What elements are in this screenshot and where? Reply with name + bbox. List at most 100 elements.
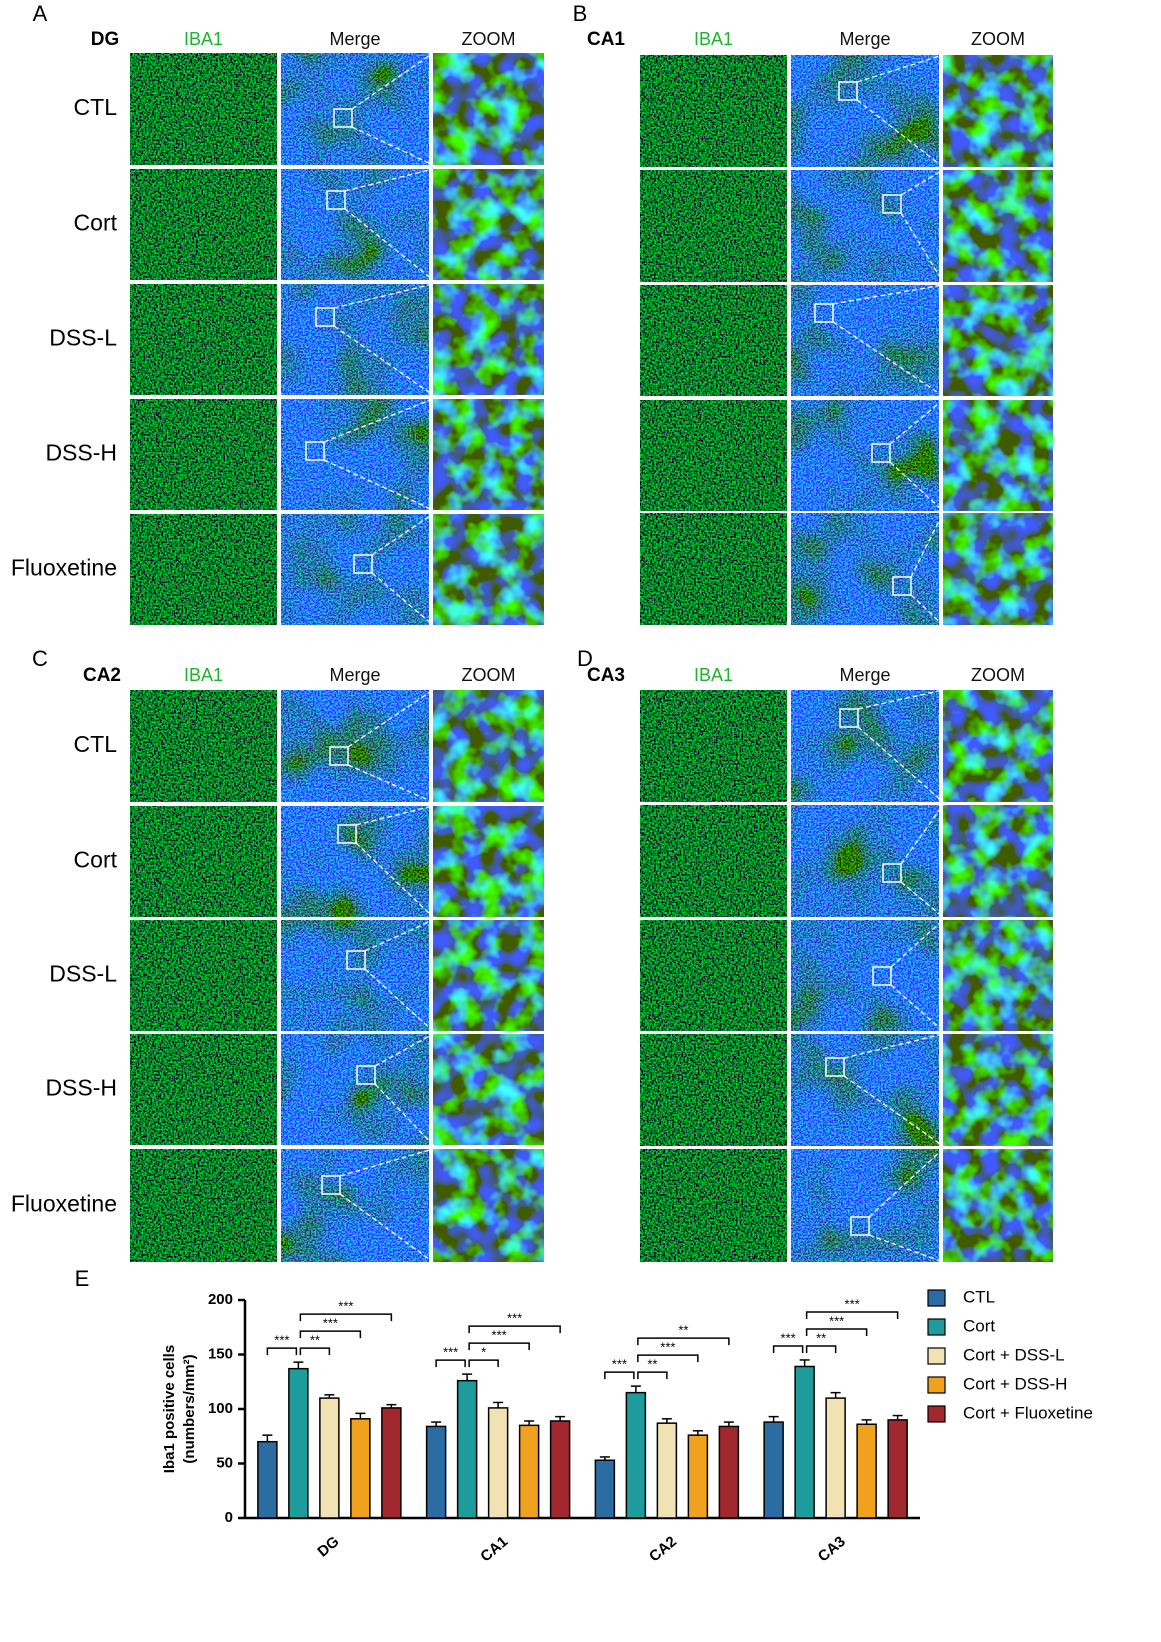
zoom-line: [374, 1033, 434, 1067]
row-label: Cort: [74, 210, 118, 236]
column-header: Merge: [329, 29, 380, 49]
bar: [763, 1421, 784, 1519]
x-tick-label: CA1: [477, 1533, 511, 1565]
zoom-line: [832, 284, 944, 305]
significance-label: ***: [612, 1357, 627, 1372]
bar: [319, 1397, 340, 1519]
zoom-line: [355, 842, 434, 918]
micrograph: [130, 1149, 277, 1262]
micrograph: [640, 920, 787, 1031]
row-label: DSS-H: [45, 1075, 117, 1101]
legend-label: CTL: [963, 1287, 995, 1306]
column-header: Merge: [329, 665, 380, 685]
region-label: CA3: [587, 665, 625, 686]
zoom-box: [356, 1065, 376, 1085]
legend-swatch: [927, 1347, 946, 1365]
zoom-box: [337, 824, 357, 844]
column-header: IBA1: [184, 29, 223, 49]
significance-label: **: [678, 1323, 688, 1338]
bar: [656, 1422, 678, 1519]
micrograph: [791, 55, 939, 167]
zoom-line: [323, 459, 434, 511]
panel-letter: C: [32, 646, 48, 671]
bar: [856, 1423, 877, 1519]
significance-label: ***: [660, 1340, 675, 1355]
zoom-line: [333, 325, 434, 396]
micrograph: [281, 806, 429, 917]
micrograph: [791, 170, 939, 282]
y-axis-label-line: Iba1 positive cells: [161, 1345, 178, 1473]
significance-bracket: [772, 1345, 804, 1353]
micrograph: [130, 169, 277, 280]
zoom-line: [889, 399, 944, 445]
panel-letter: D: [577, 646, 593, 671]
micrograph: [433, 514, 544, 625]
row-label: CTL: [74, 94, 118, 120]
zoom-box: [353, 554, 373, 574]
region-label: CA1: [587, 29, 625, 50]
column-header: ZOOM: [462, 29, 516, 49]
zoom-line: [344, 208, 434, 281]
zoom-line: [868, 1148, 944, 1218]
significance-bracket: [805, 1311, 899, 1319]
x-tick-label: CA2: [646, 1533, 680, 1565]
zoom-line: [856, 54, 944, 83]
zoom-box: [892, 576, 912, 596]
significance-label: ***: [781, 1330, 796, 1345]
significance-label: ***: [274, 1333, 289, 1348]
y-tick-label: 150: [208, 1345, 233, 1362]
significance-label: ***: [492, 1328, 507, 1343]
significance-bracket: [435, 1359, 466, 1368]
zoom-line: [890, 919, 944, 968]
significance-bracket: [604, 1371, 635, 1380]
zoom-line: [371, 572, 434, 626]
column-header: ZOOM: [971, 665, 1025, 685]
micrograph: [130, 690, 277, 802]
micrograph: [281, 690, 429, 802]
zoom-box: [825, 1057, 845, 1077]
bar: [381, 1407, 402, 1519]
column-header: ZOOM: [462, 665, 516, 685]
micrograph: [640, 805, 787, 917]
micrograph: [791, 513, 939, 625]
micrograph: [281, 169, 429, 280]
bar: [257, 1440, 278, 1519]
zoom-line: [832, 321, 944, 397]
bar: [518, 1424, 540, 1519]
bar: [456, 1379, 478, 1519]
zoom-line: [857, 726, 944, 803]
column-header: ZOOM: [971, 29, 1025, 49]
micrograph: [640, 285, 787, 396]
significance-label: ***: [507, 1311, 522, 1326]
y-tick-label: 50: [216, 1454, 233, 1471]
bar: [794, 1365, 815, 1519]
micrograph: [433, 399, 544, 510]
zoom-box: [333, 108, 353, 128]
micrograph: [433, 169, 544, 280]
zoom-box: [882, 194, 902, 214]
significance-label: *: [481, 1345, 486, 1360]
row-label: Fluoxetine: [11, 555, 117, 581]
micrograph: [433, 690, 544, 802]
legend-label: Cort + DSS-L: [963, 1345, 1065, 1364]
micrograph: [130, 514, 277, 625]
significance-label: ***: [443, 1345, 458, 1360]
micrograph: [281, 399, 429, 510]
zoom-line: [347, 689, 434, 748]
zoom-line: [374, 1083, 434, 1146]
micrograph: [433, 1034, 544, 1145]
legend-label: Cort + Fluoxetine: [963, 1403, 1093, 1422]
zoom-box: [872, 966, 892, 986]
micrograph: [943, 513, 1053, 625]
significance-label: ***: [338, 1299, 353, 1314]
bar: [350, 1418, 371, 1519]
zoom-line: [355, 805, 434, 826]
micrograph: [130, 806, 277, 917]
micrograph: [130, 53, 277, 165]
micrograph: [640, 1149, 787, 1262]
micrograph: [281, 284, 429, 395]
zoom-line: [910, 512, 944, 578]
micrograph: [791, 400, 939, 511]
zoom-line: [890, 984, 944, 1032]
zoom-box: [839, 708, 859, 728]
